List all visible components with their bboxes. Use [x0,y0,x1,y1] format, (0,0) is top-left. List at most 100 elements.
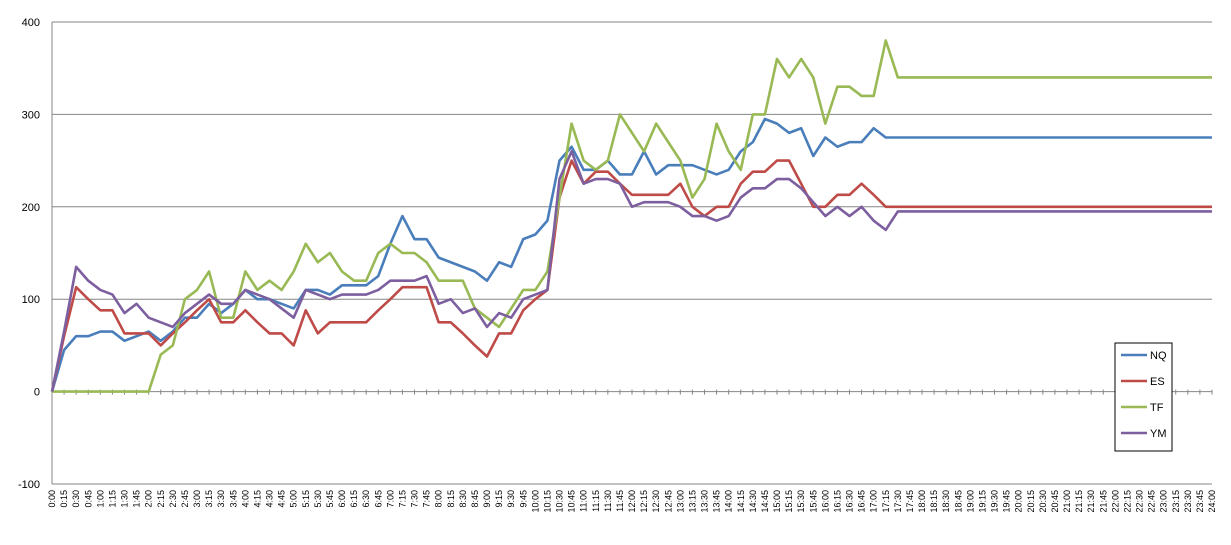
legend-label-nq: NQ [1150,350,1167,362]
x-tick-label: 5:15 [301,490,311,508]
y-tick-label: -100 [18,479,40,491]
x-tick-label: 22:45 [1147,490,1157,513]
x-tick-label: 22:15 [1122,490,1132,513]
x-tick-label: 12:30 [651,490,661,513]
x-tick-label: 21:30 [1086,490,1096,513]
x-tick-label: 20:30 [1038,490,1048,513]
x-tick-label: 13:45 [712,490,722,513]
x-tick-label: 19:45 [1002,490,1012,513]
x-tick-label: 23:30 [1183,490,1193,513]
x-tick-label: 5:30 [313,490,323,508]
x-tick-label: 18:30 [941,490,951,513]
x-tick-label: 6:30 [361,490,371,508]
x-tick-label: 16:45 [857,490,867,513]
x-tick-label: 5:45 [325,490,335,508]
x-tick-label: 7:45 [422,490,432,508]
horizontal-gridlines [51,21,1212,485]
y-tick-label: 100 [22,294,40,306]
x-tick-label: 3:00 [192,490,202,508]
x-tick-label: 0:45 [83,490,93,508]
x-tick-label: 1:15 [107,490,117,508]
x-tick-label: 13:30 [700,490,710,513]
y-tick-label: 0 [34,387,40,399]
x-tick-label: 21:00 [1062,490,1072,513]
series-line-ym [50,150,1212,392]
x-tick-label: 23:45 [1195,490,1205,513]
x-tick-label: 19:15 [977,490,987,513]
series-line-es [50,159,1212,392]
x-tick-label: 18:15 [929,490,939,513]
x-tick-label: 9:00 [482,490,492,508]
legend-label-es: ES [1150,376,1165,388]
x-tick-label: 15:45 [808,490,818,513]
x-tick-label: 6:15 [349,490,359,508]
x-tick-label: 9:30 [506,490,516,508]
series-line-tf [52,39,1212,393]
legend-label-tf: TF [1150,402,1164,414]
x-tick-label: 20:45 [1050,490,1060,513]
x-tick-label: 19:30 [990,490,1000,513]
x-tick-label: 17:30 [893,490,903,513]
x-tick-label: 20:15 [1026,490,1036,513]
x-tick-label: 0:00 [47,490,57,508]
x-tick-label: 17:45 [905,490,915,513]
x-tick-label: 9:15 [494,490,504,508]
x-tick-label: 2:45 [180,490,190,508]
x-tick-label: 10:30 [555,490,565,513]
x-tick-label: 7:00 [385,490,395,508]
legend: NQ ES TF YM [1114,342,1173,452]
x-tick-label: 3:30 [216,490,226,508]
x-tick-label: 12:45 [663,490,673,513]
x-tick-label: 13:00 [675,490,685,513]
x-tick-label: 19:00 [965,490,975,513]
x-tick-label: 22:00 [1110,490,1120,513]
x-tick-label: 8:15 [446,490,456,508]
x-tick-label: 15:30 [796,490,806,513]
x-tick-label: 6:45 [373,490,383,508]
x-tick-label: 4:00 [240,490,250,508]
x-tick-label: 1:30 [120,490,130,508]
x-tick-label: 11:45 [615,490,625,512]
series-lines [50,39,1212,393]
x-tick-label: 23:15 [1171,490,1181,513]
x-tick-label: 18:45 [953,490,963,513]
x-tick-label: 10:45 [567,490,577,513]
y-tick-label: 400 [22,17,40,29]
x-tick-label: 18:00 [917,490,927,513]
x-tick-label: 3:45 [228,490,238,508]
x-tick-label: 11:00 [579,490,589,512]
x-tick-label: 15:15 [784,490,794,513]
x-tick-label: 21:15 [1074,490,1084,513]
x-tick-label: 1:00 [95,490,105,508]
y-axis-tick-labels: -100 0 100 200 300 400 [18,17,40,491]
x-tick-label: 17:00 [869,490,879,513]
x-tick-label: 3:15 [204,490,214,508]
x-tick-label: 7:30 [410,490,420,508]
legend-label-ym: YM [1150,428,1167,440]
x-tick-label: 4:15 [252,490,262,508]
x-tick-label: 10:15 [542,490,552,513]
x-tick-label: 17:15 [881,490,891,513]
x-tick-label: 7:15 [397,490,407,508]
series-line-nq [50,117,1212,392]
x-tick-label: 0:15 [59,490,69,508]
x-tick-label: 22:30 [1135,490,1145,513]
x-tick-label: 2:15 [156,490,166,508]
x-tick-label: 2:30 [168,490,178,508]
x-tick-label: 12:15 [639,490,649,513]
x-tick-label: 8:30 [458,490,468,508]
x-tick-label: 11:30 [603,490,613,512]
x-tick-label: 14:45 [760,490,770,513]
x-tick-label: 0:30 [71,490,81,508]
x-tick-label: 13:15 [687,490,697,513]
y-tick-label: 300 [22,109,40,121]
x-tick-label: 16:15 [832,490,842,513]
x-tick-label: 10:00 [530,490,540,513]
x-tick-label: 16:00 [820,490,830,513]
x-tick-label: 14:00 [724,490,734,513]
x-tick-label: 4:30 [265,490,275,508]
x-tick-label: 14:15 [736,490,746,513]
x-axis: 0:00 0:15 0:30 0:45 1:00 1:15 1:30 1:45 2:00 2:15… [47,389,1217,513]
x-tick-label: 16:30 [845,490,855,513]
